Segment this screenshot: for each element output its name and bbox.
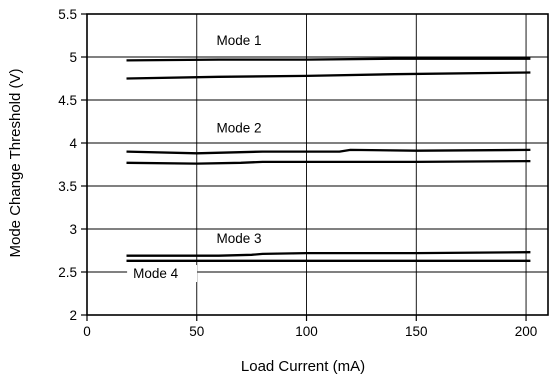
line-layer bbox=[126, 57, 531, 262]
series-line-mode-2-4 bbox=[126, 159, 531, 165]
series-line-mode-1-2 bbox=[126, 71, 531, 80]
y-tick-label: 3 bbox=[69, 222, 77, 237]
annotation-layer: Mode 1 Mode 2 Mode 3 Mode 4 bbox=[127, 33, 262, 283]
y-tick-label: 5.5 bbox=[58, 7, 77, 22]
x-axis-label: Load Current (mA) bbox=[241, 358, 365, 375]
x-tick-label: 50 bbox=[189, 324, 204, 339]
y-tick-label: 3.5 bbox=[58, 179, 77, 194]
x-tick-label: 150 bbox=[405, 324, 428, 339]
series-line-mode-3-5 bbox=[126, 251, 531, 257]
y-tick-label: 4.5 bbox=[58, 93, 77, 108]
annotation-background bbox=[127, 265, 198, 283]
grid-layer bbox=[81, 13, 548, 321]
x-tick-label: 200 bbox=[515, 324, 538, 339]
y-tick-label: 5 bbox=[69, 50, 77, 65]
series-line-mode-1-1 bbox=[126, 57, 531, 62]
y-tick-label: 2 bbox=[69, 308, 77, 323]
plot-frame bbox=[86, 13, 549, 316]
annotation-mode-3: Mode 3 bbox=[217, 231, 262, 246]
annotation-mode-1: Mode 1 bbox=[217, 33, 262, 48]
y-axis-label: Mode Change Threshold (V) bbox=[7, 69, 24, 258]
y-tick-label: 2.5 bbox=[58, 265, 77, 280]
annotation-mode-2: Mode 2 bbox=[217, 121, 262, 136]
y-tick-label: 4 bbox=[69, 136, 77, 151]
annotation-mode-4: Mode 4 bbox=[133, 266, 179, 281]
y-tick-labels: 2 2.5 3 3.5 4 4.5 5 5.5 bbox=[58, 7, 77, 323]
x-tick-label: 0 bbox=[83, 324, 91, 339]
series-line-mode-2-3 bbox=[126, 148, 531, 155]
x-tick-labels: 0 50 100 150 200 bbox=[83, 324, 537, 339]
x-tick-label: 100 bbox=[295, 324, 318, 339]
